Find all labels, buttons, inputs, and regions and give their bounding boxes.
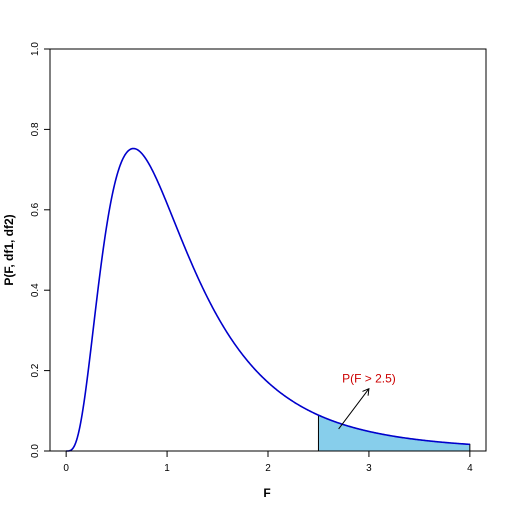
y-tick-label: 0.0 — [30, 444, 41, 458]
x-tick-label: 1 — [164, 463, 170, 474]
y-tick-label: 0.2 — [30, 363, 41, 377]
y-tick-label: 0.4 — [30, 283, 41, 297]
plot-frame — [49, 48, 487, 452]
y-axis-label: P(F, df1, df2) — [2, 214, 16, 285]
x-axis-label: F — [263, 486, 270, 500]
x-tick-label: 3 — [366, 463, 372, 474]
y-tick-label: 1.0 — [30, 42, 41, 56]
y-tick-label: 0.8 — [30, 122, 41, 136]
chart-marks — [66, 147, 471, 452]
y-tick-label: 0.6 — [30, 202, 41, 216]
annotation-label: P(F > 2.5) — [342, 372, 396, 386]
x-tick-label: 2 — [265, 463, 271, 474]
density-curve — [66, 147, 470, 452]
x-tick-label: 4 — [467, 463, 473, 474]
annotation-arrow — [338, 387, 370, 430]
x-tick-label: 0 — [63, 463, 69, 474]
